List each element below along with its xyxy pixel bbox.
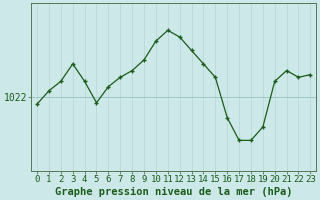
X-axis label: Graphe pression niveau de la mer (hPa): Graphe pression niveau de la mer (hPa): [55, 186, 292, 197]
